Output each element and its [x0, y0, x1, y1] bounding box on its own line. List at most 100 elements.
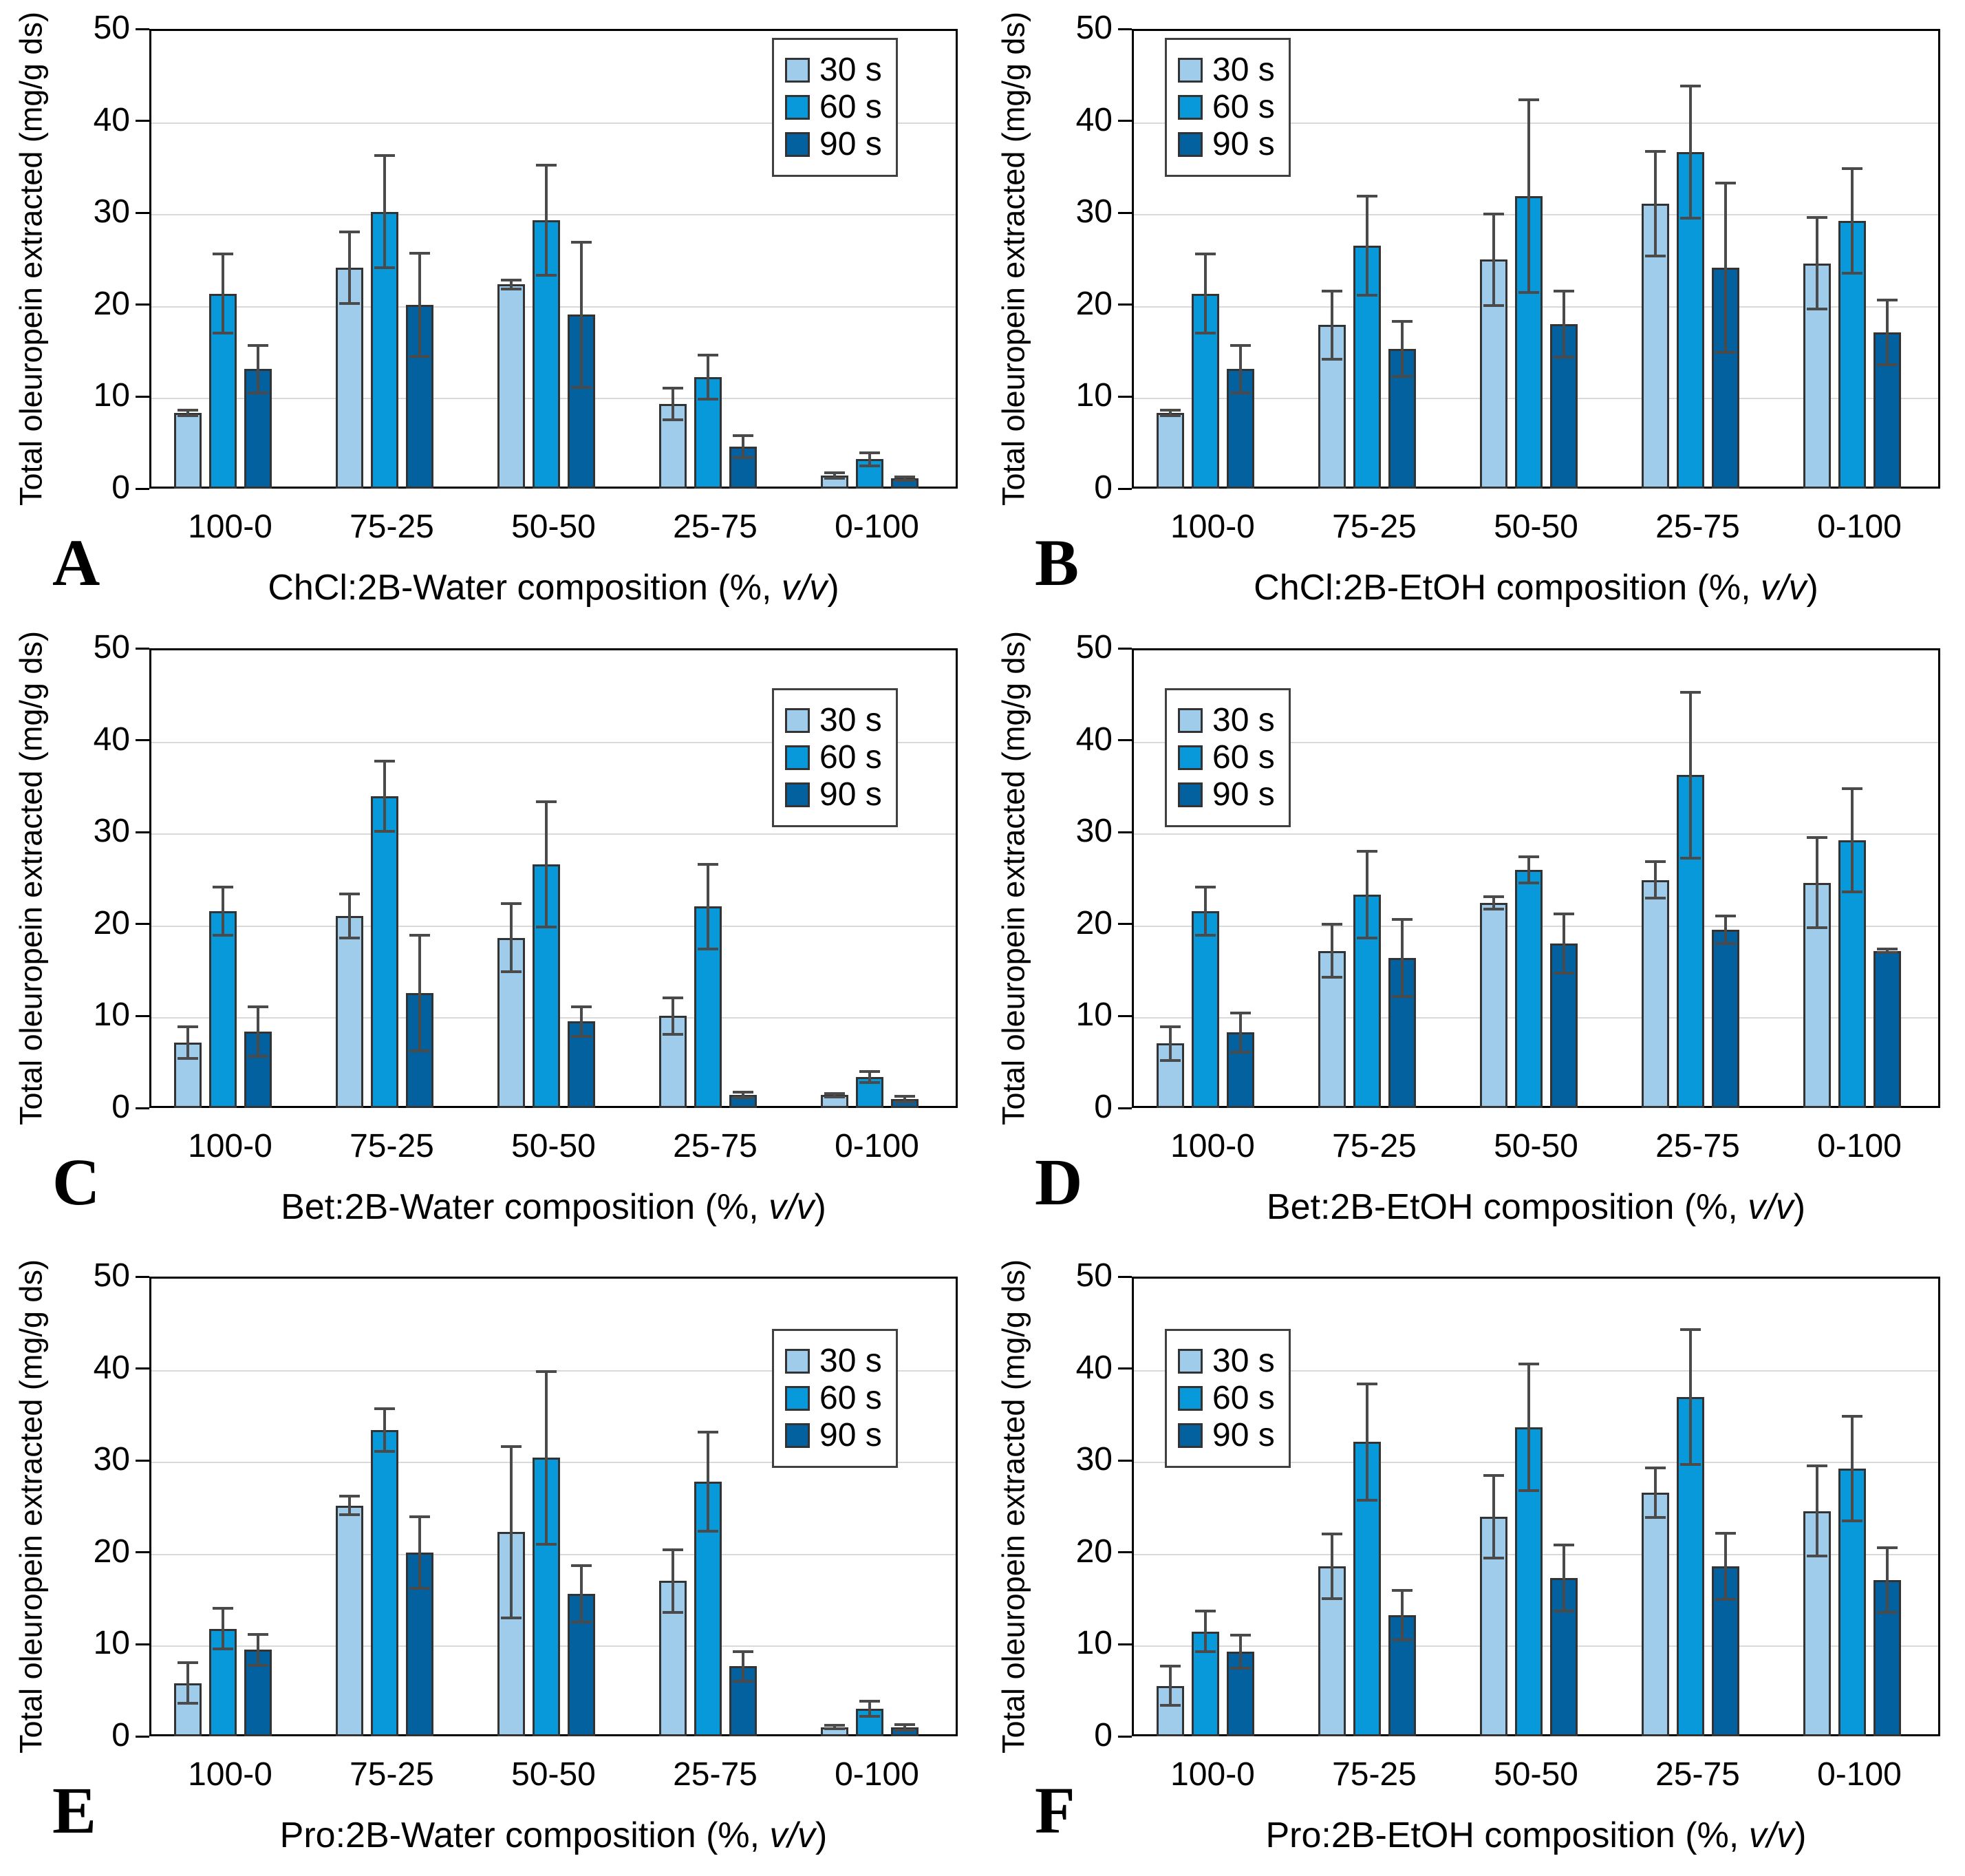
y-tick-mark-40	[1118, 120, 1132, 122]
error-bar-cap-top	[1715, 1531, 1736, 1535]
panel-letter-A: A	[52, 526, 100, 599]
error-bar-cap-bottom	[1645, 254, 1666, 257]
error-bar-cap-top	[1322, 1533, 1342, 1536]
error-bar-cap-top	[178, 409, 198, 412]
bar-0-100-90s	[1873, 950, 1901, 1108]
error-bar-cap-top	[1842, 787, 1862, 791]
error-bar	[1886, 948, 1889, 953]
error-bar-cap-top	[1842, 167, 1862, 171]
error-bar-cap-top	[1392, 918, 1413, 921]
x-axis-title: Bet:2B-Water composition (%, v/v)	[149, 1189, 958, 1225]
error-bar	[186, 410, 189, 416]
error-bar	[903, 1724, 906, 1730]
error-bar	[707, 1431, 709, 1532]
y-tick-mark-50	[136, 28, 149, 30]
x-tick-label-0-100: 0-100	[835, 509, 919, 545]
error-bar	[1492, 1475, 1495, 1558]
legend-label-30s: 30 s	[819, 52, 882, 88]
error-bar	[1724, 1533, 1727, 1599]
error-bar	[383, 1409, 386, 1451]
error-bar-cap-top	[248, 343, 268, 347]
error-bar-cap-bottom	[213, 332, 233, 335]
y-tick-label-10: 10	[93, 1625, 130, 1662]
y-tick-mark-30	[1118, 831, 1132, 833]
y-tick-mark-40	[136, 739, 149, 742]
bar-75-25-60s	[371, 1430, 398, 1736]
gridline-40	[151, 122, 956, 124]
error-bar-cap-bottom	[733, 1096, 753, 1100]
legend-label-30s: 30 s	[819, 1343, 882, 1379]
y-tick-label-10: 10	[1075, 996, 1113, 1034]
bar-100-0-90s	[244, 1032, 272, 1108]
x-tick-label-50-50: 50-50	[1494, 509, 1578, 545]
error-bar-cap-bottom	[1160, 1703, 1181, 1707]
error-bar-cap-top	[213, 253, 233, 256]
error-bar-cap-top	[178, 1025, 198, 1029]
x-axis-title-unit-close: )	[1794, 1815, 1807, 1855]
error-bar-cap-top	[1680, 691, 1701, 694]
legend-label-90s: 90 s	[1212, 126, 1275, 162]
error-bar-cap-bottom	[409, 354, 430, 358]
y-tick-label-40: 40	[1075, 1349, 1113, 1386]
x-axis-title-unit-italic: v/v	[769, 1187, 815, 1227]
y-tick-mark-40	[1118, 1367, 1132, 1370]
error-bar-cap-bottom	[824, 477, 845, 480]
error-bar	[418, 935, 421, 1052]
y-tick-label-20: 20	[93, 1533, 130, 1570]
legend: 30 s 60 s 90 s	[1165, 688, 1291, 827]
x-axis-title: Bet:2B-EtOH composition (%, v/v)	[1132, 1189, 1940, 1225]
error-bar-cap-bottom	[374, 1449, 395, 1453]
error-bar-cap-bottom	[1518, 881, 1539, 884]
x-tick-label-100-0: 100-0	[1170, 509, 1255, 545]
error-bar-cap-top	[1230, 343, 1251, 347]
gridline-40	[1134, 741, 1938, 743]
panel-A: Total oleuropein extracted (mg/g ds) 0 10 2…	[0, 0, 982, 619]
error-bar-cap-bottom	[178, 1701, 198, 1705]
error-bar-cap-top	[824, 1091, 845, 1095]
legend-swatch-90s	[785, 1423, 810, 1448]
legend-item-30s: 30 s	[1178, 704, 1275, 737]
error-bar	[1204, 254, 1207, 334]
error-bar	[1401, 919, 1404, 997]
error-bar-cap-bottom	[1483, 1556, 1504, 1559]
error-bar-cap-bottom	[1518, 291, 1539, 295]
error-bar-cap-bottom	[1715, 941, 1736, 945]
error-bar-cap-top	[1195, 253, 1216, 256]
error-bar	[222, 887, 224, 935]
error-bar-cap-bottom	[859, 1080, 880, 1084]
error-bar-cap-bottom	[698, 947, 718, 950]
error-bar-cap-top	[1715, 914, 1736, 917]
x-tick-label-50-50: 50-50	[511, 1128, 596, 1164]
bar-75-25-30s	[336, 915, 363, 1108]
legend-swatch-90s	[1178, 132, 1203, 157]
y-tick-label-50: 50	[1075, 10, 1113, 46]
error-bar-cap-bottom	[178, 414, 198, 418]
panel-letter-F: F	[1035, 1773, 1075, 1847]
error-bar	[186, 1663, 189, 1703]
y-tick-mark-0	[136, 1107, 149, 1109]
legend-swatch-60s	[1178, 95, 1203, 120]
bar-50-50-90s	[568, 315, 595, 489]
x-axis-title-text: ChCl:2B-EtOH composition (%,	[1254, 568, 1761, 608]
error-bar	[1492, 896, 1495, 910]
error-bar-cap-bottom	[1645, 1516, 1666, 1520]
error-bar-cap-bottom	[894, 1100, 915, 1103]
error-bar-cap-top	[894, 1094, 915, 1098]
error-bar	[742, 1652, 744, 1681]
x-axis-title: ChCl:2B-Water composition (%, v/v)	[149, 570, 958, 606]
error-bar	[257, 345, 259, 394]
error-bar	[903, 1096, 906, 1102]
error-bar-cap-bottom	[178, 1056, 198, 1060]
y-tick-label-50: 50	[1075, 629, 1113, 665]
panel-D: Total oleuropein extracted (mg/g ds) 0 10 2…	[982, 619, 1965, 1248]
x-tick-label-100-0: 100-0	[188, 1756, 272, 1793]
error-bar-cap-top	[1645, 1466, 1666, 1469]
error-bar	[1527, 1363, 1530, 1491]
error-bar-cap-top	[1357, 195, 1377, 198]
x-tick-label-0-100: 0-100	[835, 1128, 919, 1164]
x-tick-label-25-75: 25-75	[673, 509, 758, 545]
error-bar	[1527, 857, 1530, 883]
error-bar-cap-bottom	[1483, 908, 1504, 911]
error-bar	[1816, 217, 1818, 310]
x-axis-title-text: ChCl:2B-Water composition (%,	[268, 568, 782, 608]
